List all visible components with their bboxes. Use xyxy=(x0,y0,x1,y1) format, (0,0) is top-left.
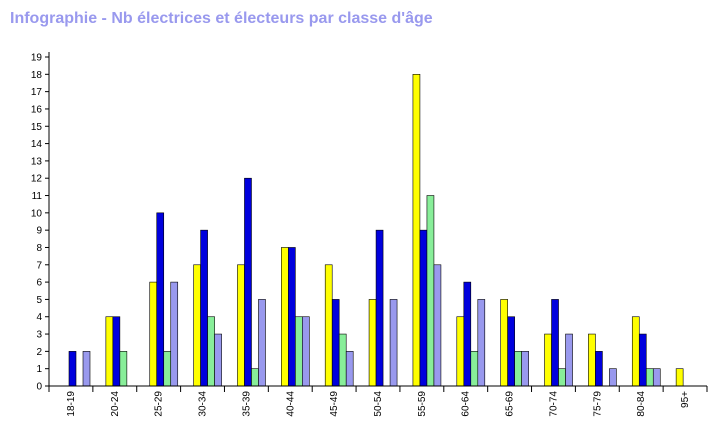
x-tick-label: 95+ xyxy=(680,391,691,408)
bar-45-49-series-2 xyxy=(331,299,340,387)
bar-80-84-series-3 xyxy=(645,368,654,387)
bar-95+-series-1 xyxy=(675,368,684,387)
y-tick-label: 17 xyxy=(31,87,43,98)
bar-30-34-series-2 xyxy=(200,229,208,387)
bar-50-54-series-4 xyxy=(389,299,398,387)
bar-40-44-series-1 xyxy=(281,247,289,387)
x-tick-label: 60-64 xyxy=(461,391,472,417)
chart-title: Infographie - Nb électrices et électeurs… xyxy=(10,10,433,27)
x-tick-label: 50-54 xyxy=(373,391,384,417)
bar-18-19-series-2 xyxy=(68,351,77,387)
bar-50-54-series-2 xyxy=(375,229,384,387)
bar-45-49-series-1 xyxy=(324,264,333,387)
x-tick-label: 55-59 xyxy=(417,391,428,417)
y-tick-label: 14 xyxy=(31,139,43,150)
bar-70-74-series-3 xyxy=(558,368,566,387)
bar-45-49-series-4 xyxy=(345,351,354,387)
y-tick-label: 16 xyxy=(31,104,43,115)
bar-18-19-series-4 xyxy=(82,351,91,387)
bar-70-74-series-1 xyxy=(544,333,552,387)
bar-35-39-series-3 xyxy=(251,368,259,387)
x-tick-label: 75-79 xyxy=(592,391,603,417)
y-tick-label: 12 xyxy=(31,174,43,185)
bar-40-44-series-3 xyxy=(295,316,303,387)
bar-55-59-series-3 xyxy=(426,195,435,387)
bar-80-84-series-1 xyxy=(631,316,640,387)
x-tick-label: 20-24 xyxy=(110,391,121,417)
bar-25-29-series-3 xyxy=(163,351,172,387)
x-tick-label: 18-19 xyxy=(66,391,77,417)
bar-60-64-series-1 xyxy=(456,316,465,387)
y-tick-label: 19 xyxy=(31,53,43,64)
y-tick-label: 1 xyxy=(36,364,42,375)
bar-35-39-series-4 xyxy=(258,299,266,387)
bar-70-74-series-4 xyxy=(565,333,573,387)
bar-75-79-series-2 xyxy=(595,351,603,387)
bar-40-44-series-4 xyxy=(302,316,310,387)
bar-45-49-series-3 xyxy=(338,333,347,387)
x-tick-label: 30-34 xyxy=(198,391,209,417)
bar-60-64-series-4 xyxy=(477,299,486,387)
y-tick-label: 13 xyxy=(31,156,43,167)
bar-65-69-series-4 xyxy=(521,351,529,387)
x-tick-label: 45-49 xyxy=(329,391,340,417)
bar-35-39-series-2 xyxy=(244,177,252,387)
x-tick-label: 25-29 xyxy=(154,391,165,417)
bar-80-84-series-4 xyxy=(652,368,661,387)
x-tick-label: 70-74 xyxy=(548,391,559,417)
y-tick-label: 18 xyxy=(31,70,43,81)
bar-75-79-series-4 xyxy=(609,368,617,387)
bar-25-29-series-2 xyxy=(156,212,165,387)
y-tick-label: 8 xyxy=(36,243,42,254)
bar-65-69-series-3 xyxy=(514,351,522,387)
y-tick-label: 7 xyxy=(36,260,42,271)
bar-40-44-series-2 xyxy=(288,247,296,387)
y-tick-label: 0 xyxy=(36,382,42,393)
bar-35-39-series-1 xyxy=(237,264,245,387)
x-tick-label: 40-44 xyxy=(285,391,296,417)
bar-30-34-series-1 xyxy=(193,264,201,387)
bar-75-79-series-1 xyxy=(588,333,596,387)
bar-55-59-series-1 xyxy=(412,74,421,387)
y-tick-label: 6 xyxy=(36,278,42,289)
y-tick-label: 11 xyxy=(32,191,43,202)
x-tick-label: 35-39 xyxy=(241,391,252,417)
bar-65-69-series-2 xyxy=(507,316,515,387)
x-tick-label: 65-69 xyxy=(505,391,516,417)
bar-55-59-series-4 xyxy=(433,264,442,387)
bar-60-64-series-2 xyxy=(463,281,472,387)
bar-55-59-series-2 xyxy=(419,229,428,387)
bar-60-64-series-3 xyxy=(470,351,479,387)
bar-25-29-series-4 xyxy=(170,281,179,387)
y-tick-label: 10 xyxy=(31,208,43,219)
bar-20-24-series-3 xyxy=(119,351,128,387)
bar-20-24-series-2 xyxy=(112,316,121,387)
bar-25-29-series-1 xyxy=(149,281,158,387)
bar-50-54-series-1 xyxy=(368,299,377,387)
bar-80-84-series-2 xyxy=(638,333,647,387)
y-tick-label: 9 xyxy=(36,226,42,237)
y-tick-label: 2 xyxy=(36,347,42,358)
y-tick-label: 15 xyxy=(31,122,43,133)
bar-65-69-series-1 xyxy=(500,299,508,387)
y-tick-label: 3 xyxy=(36,330,42,341)
bar-30-34-series-4 xyxy=(214,333,222,387)
x-tick-label: 80-84 xyxy=(636,391,647,417)
y-tick-label: 5 xyxy=(36,295,42,306)
bar-70-74-series-2 xyxy=(551,299,559,387)
bar-20-24-series-1 xyxy=(105,316,114,387)
bar-30-34-series-3 xyxy=(207,316,215,387)
y-tick-label: 4 xyxy=(36,312,42,323)
